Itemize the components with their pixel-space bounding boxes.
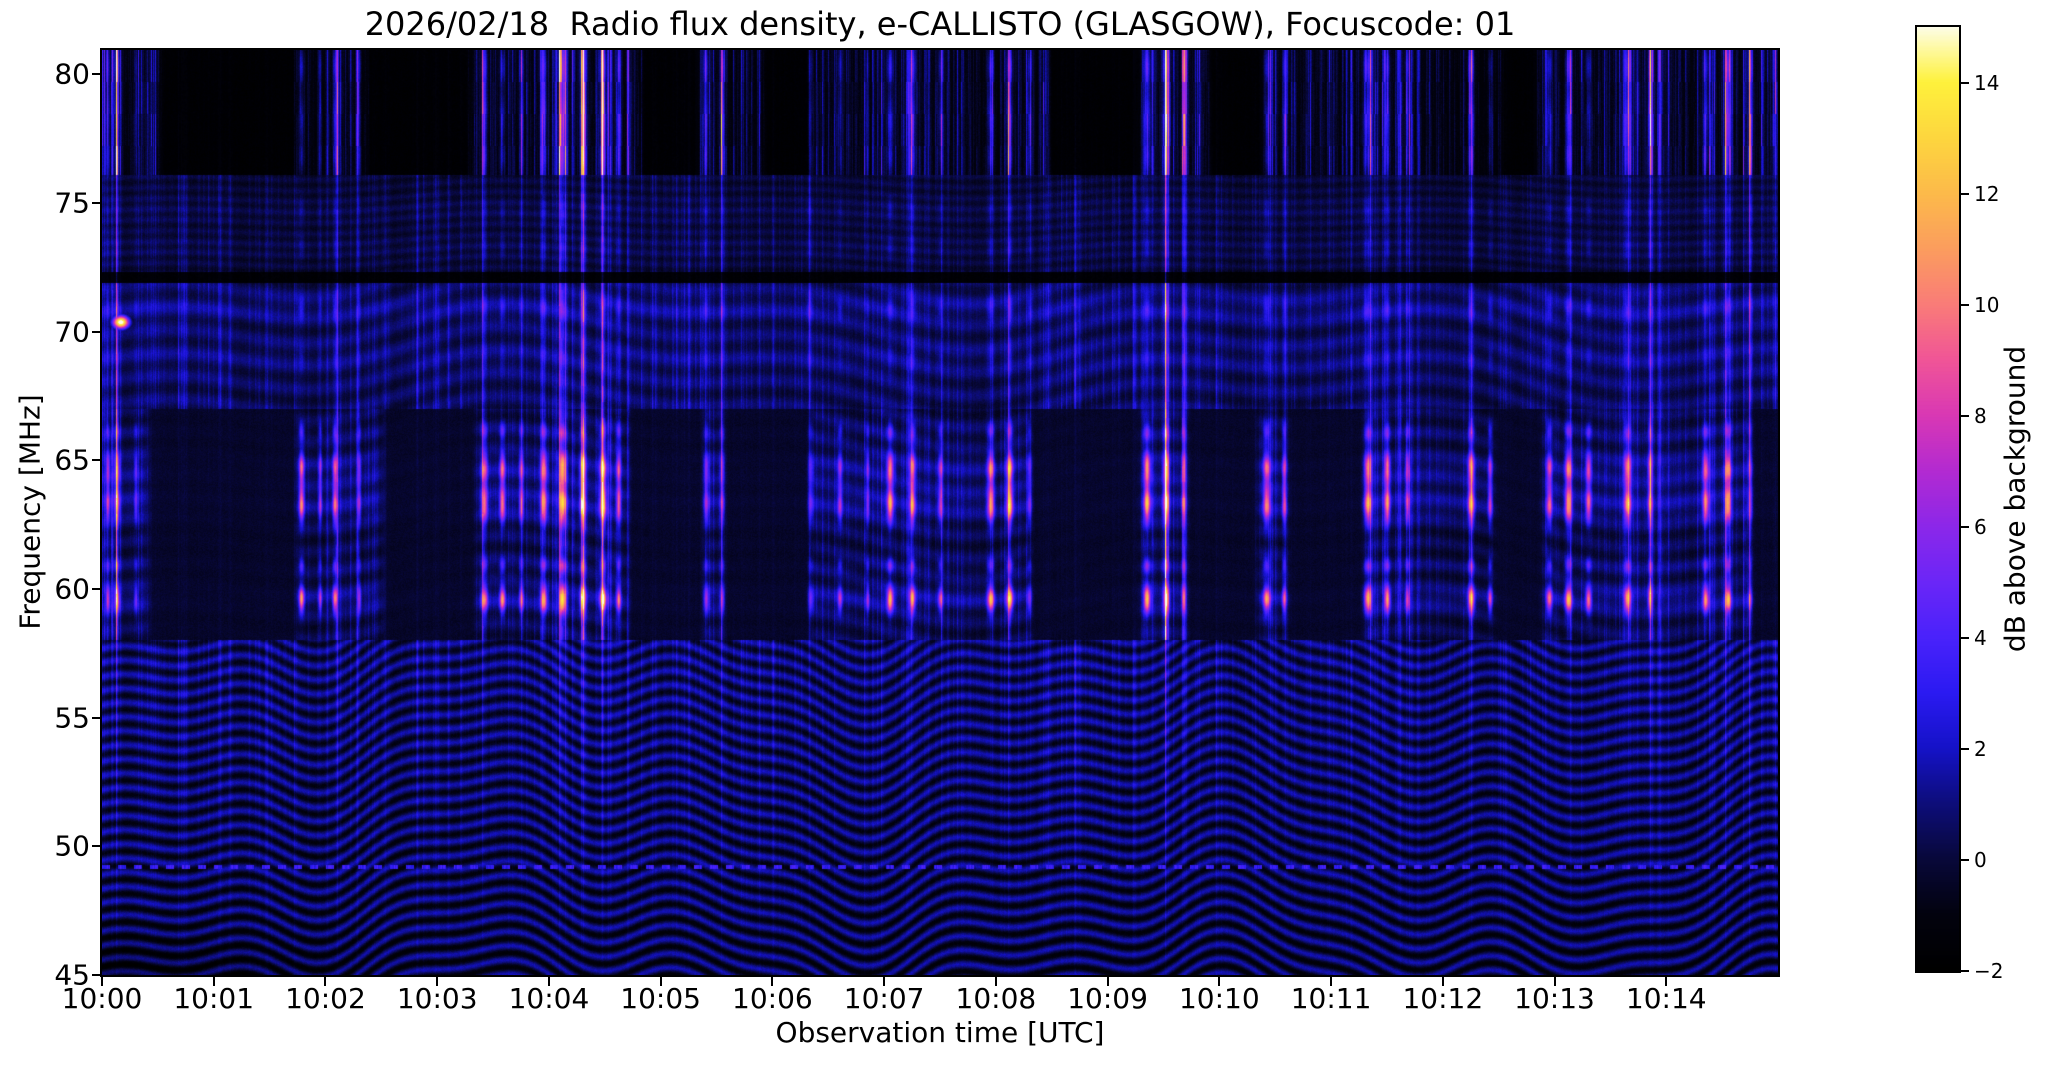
spectrogram-plot-area	[100, 48, 1780, 977]
x-tick-label: 10:07	[843, 982, 925, 1015]
colorbar-tick-mark	[1961, 414, 1969, 417]
colorbar-tick-label: 0	[1974, 847, 1987, 872]
y-tick-label: 55	[54, 701, 90, 735]
x-tick-mark	[324, 977, 327, 986]
x-axis-label: Observation time [UTC]	[775, 1016, 1105, 1049]
x-tick-label: 10:09	[1067, 982, 1148, 1015]
colorbar-tick-label: 12	[1974, 181, 2000, 206]
colorbar-tick-label: 10	[1974, 292, 2000, 317]
x-tick-label: 10:11	[1290, 982, 1372, 1015]
y-tick-label: 80	[54, 57, 90, 91]
spectrogram-canvas	[102, 50, 1778, 975]
y-tick-label: 60	[54, 572, 90, 606]
y-tick-mark	[92, 845, 101, 848]
colorbar	[1915, 25, 1961, 973]
x-tick-mark	[1106, 977, 1109, 986]
colorbar-tick-label: −2	[1974, 959, 2004, 983]
x-tick-label: 10:12	[1402, 982, 1484, 1015]
x-tick-label: 10:08	[955, 982, 1037, 1015]
colorbar-tick-mark	[1961, 192, 1969, 195]
x-tick-label: 10:14	[1625, 982, 1707, 1015]
chart-title: 2026/02/18 Radio flux density, e-CALLIST…	[364, 5, 1516, 43]
y-tick-label: 50	[54, 829, 90, 863]
x-tick-mark	[1218, 977, 1221, 986]
colorbar-tick-mark	[1961, 636, 1969, 639]
y-tick-label: 70	[54, 315, 90, 349]
x-tick-mark	[547, 977, 550, 986]
colorbar-label: dB above background	[1998, 345, 2032, 653]
colorbar-tick-mark	[1961, 970, 1969, 972]
x-tick-label: 10:03	[396, 982, 478, 1015]
x-tick-label: 10:01	[173, 982, 255, 1015]
colorbar-gradient	[1917, 27, 1959, 971]
x-tick-mark	[436, 977, 439, 986]
x-tick-mark	[1441, 977, 1444, 986]
colorbar-tick-label: 6	[1974, 514, 1987, 539]
x-tick-mark	[212, 977, 215, 986]
y-tick-mark	[92, 73, 101, 76]
y-tick-label: 65	[54, 443, 90, 477]
x-tick-label: 10:04	[508, 982, 590, 1015]
x-tick-label: 10:05	[620, 982, 702, 1015]
x-tick-mark	[1553, 977, 1556, 986]
y-tick-mark	[92, 974, 101, 976]
x-tick-mark	[771, 977, 774, 986]
x-tick-mark	[883, 977, 886, 986]
y-tick-mark	[92, 459, 101, 462]
colorbar-tick-label: 4	[1974, 625, 1987, 650]
x-tick-label: 10:13	[1514, 982, 1595, 1015]
y-tick-mark	[92, 201, 101, 204]
x-tick-mark	[101, 977, 103, 986]
y-tick-mark	[92, 716, 101, 719]
x-tick-label: 10:06	[732, 982, 813, 1015]
colorbar-tick-label: 8	[1974, 403, 1987, 428]
colorbar-tick-mark	[1961, 303, 1969, 306]
x-tick-mark	[994, 977, 997, 986]
colorbar-tick-mark	[1961, 858, 1969, 861]
x-tick-mark	[659, 977, 662, 986]
y-tick-mark	[92, 330, 101, 333]
y-tick-label: 45	[54, 958, 90, 992]
colorbar-tick-label: 14	[1974, 70, 2000, 95]
colorbar-tick-mark	[1961, 525, 1969, 528]
y-tick-label: 75	[54, 186, 90, 220]
x-tick-label: 10:02	[285, 982, 366, 1015]
x-tick-mark	[1330, 977, 1333, 986]
x-tick-mark	[1665, 977, 1668, 986]
colorbar-tick-mark	[1961, 747, 1969, 750]
x-tick-label: 10:10	[1178, 982, 1260, 1015]
colorbar-tick-mark	[1961, 81, 1969, 84]
y-tick-mark	[92, 587, 101, 590]
x-tick-label: 10:00	[61, 982, 143, 1015]
colorbar-tick-label: 2	[1974, 736, 1987, 761]
y-axis-label: Frequency [MHz]	[13, 394, 47, 630]
